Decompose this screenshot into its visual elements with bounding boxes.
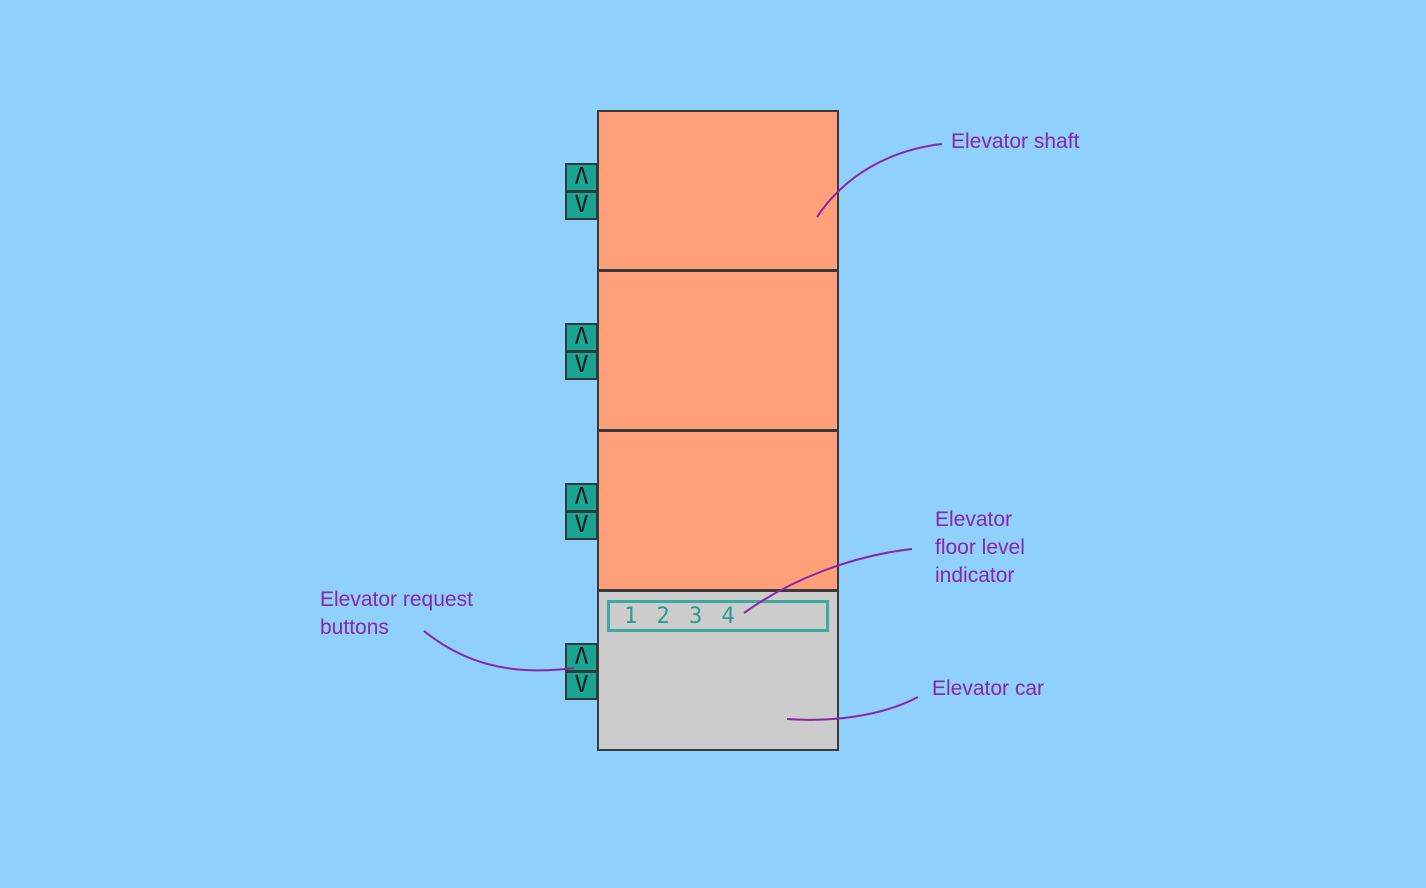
floor-level-2: 2 bbox=[656, 603, 670, 629]
car-callout-line bbox=[786, 696, 919, 721]
buttons-label-line-2: buttons bbox=[320, 616, 389, 639]
floor-level-1: 1 bbox=[624, 603, 638, 629]
indicator-label-line-2: floor level bbox=[935, 536, 1025, 559]
indicator-callout-line bbox=[743, 548, 913, 614]
indicator-label: Elevator floor level indicator bbox=[935, 506, 1025, 590]
buttons-callout-line bbox=[423, 630, 575, 672]
down-button-floor-2[interactable]: V bbox=[565, 511, 598, 540]
indicator-label-line-1: Elevator bbox=[935, 508, 1013, 531]
floor-level-3: 3 bbox=[689, 603, 703, 629]
up-button-floor-2[interactable]: Λ bbox=[565, 483, 598, 512]
down-button-floor-3[interactable]: V bbox=[565, 351, 598, 380]
shaft-floor-4 bbox=[597, 110, 839, 271]
shaft-floor-3 bbox=[597, 270, 839, 431]
shaft-callout-line bbox=[816, 143, 943, 218]
floor-level-4: 4 bbox=[721, 603, 735, 629]
down-button-floor-1[interactable]: V bbox=[565, 671, 598, 700]
down-button-floor-4[interactable]: V bbox=[565, 191, 598, 220]
up-button-floor-4[interactable]: Λ bbox=[565, 163, 598, 192]
up-button-floor-1[interactable]: Λ bbox=[565, 643, 598, 672]
shaft-label: Elevator shaft bbox=[951, 130, 1080, 153]
buttons-label: Elevator request buttons bbox=[320, 586, 473, 642]
buttons-label-line-1: Elevator request bbox=[320, 588, 473, 611]
elevator-car: 1 2 3 4 bbox=[597, 590, 839, 751]
indicator-label-line-3: indicator bbox=[935, 564, 1015, 587]
car-label: Elevator car bbox=[932, 677, 1045, 700]
floor-level-indicator: 1 2 3 4 bbox=[607, 600, 829, 632]
